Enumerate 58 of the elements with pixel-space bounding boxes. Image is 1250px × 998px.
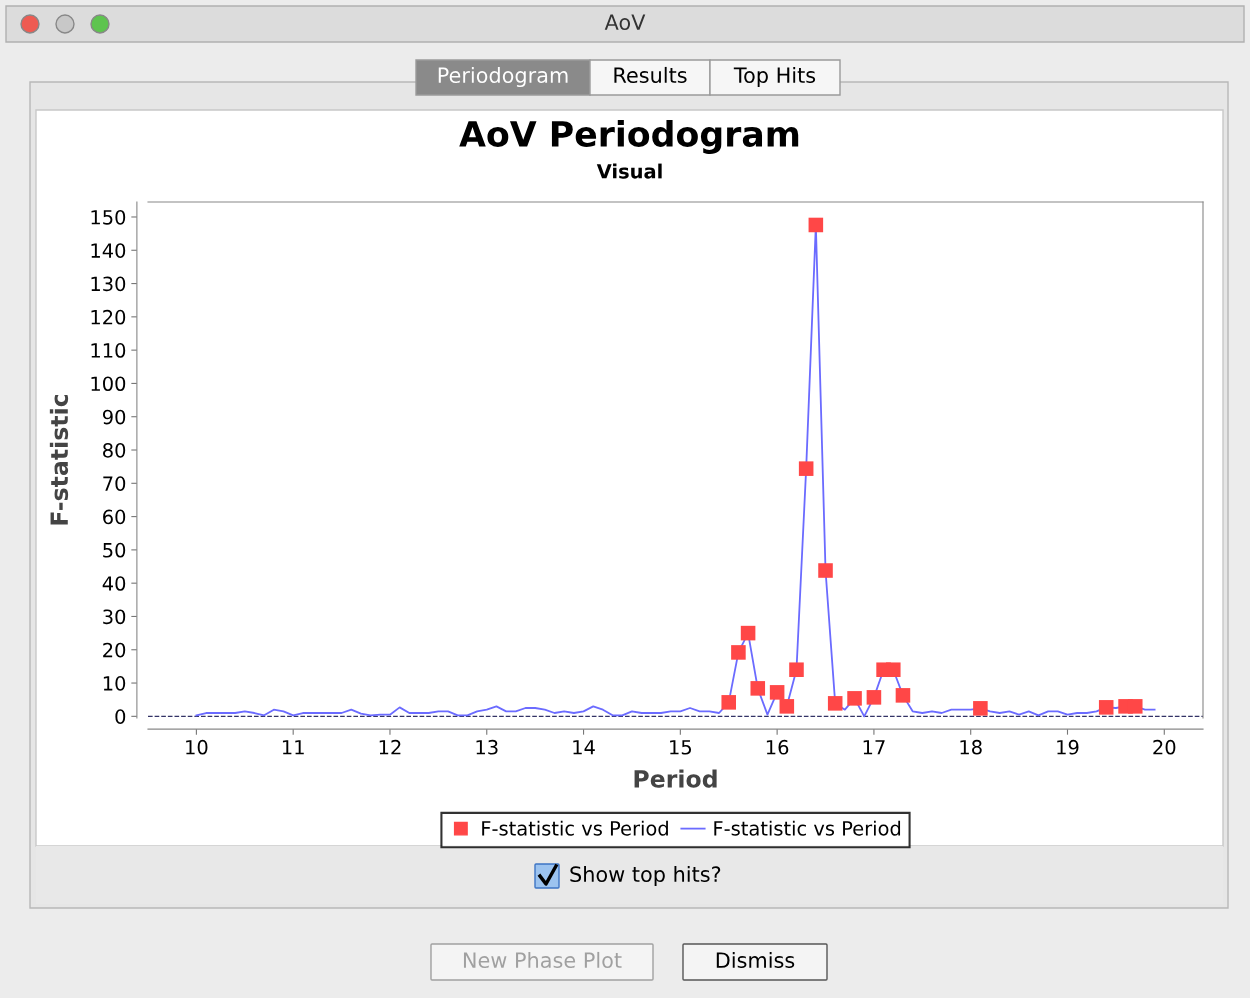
point [731,645,746,660]
point [769,685,785,700]
x-tick-label: 14 [573,740,595,755]
point [866,690,882,705]
text: AoV [604,14,646,31]
point [779,699,795,714]
x-tick-label: 18 [960,739,982,755]
point [750,681,766,696]
y-tick-label: 70 [103,476,126,491]
point [740,625,756,641]
y-tick-label: 20 [103,642,126,658]
point [1098,700,1114,715]
x-tick-label: 16 [766,739,789,755]
point [798,461,814,476]
x-tick-label: 20 [1153,739,1176,755]
point [721,695,737,710]
y-tick-label: 100 [91,376,126,392]
x-tick-label: 13 [476,739,498,755]
x-tick-label: 19 [1057,739,1079,755]
y-tick-label: 30 [103,609,126,625]
legend-label: F-statistic vs Period [482,820,668,836]
y-tick-label: 50 [103,542,126,558]
text: Top Hits [733,66,816,88]
x-tick-label: 10 [186,739,208,755]
x-tick-label: 17 [863,740,885,755]
point [885,662,901,678]
x-tick-label: 11 [282,740,304,755]
chart-subtitle: Visual [596,163,662,179]
text: Dismiss [716,951,795,969]
point [895,688,911,703]
x-tick-label: 12 [379,739,401,755]
point [789,662,804,678]
y-tick-label: 40 [102,576,126,591]
y-tick-label: 150 [91,209,126,225]
text: Periodogram [438,66,568,88]
legend-label: F-statistic vs Period [714,820,901,836]
y-tick-label: 80 [103,442,126,458]
y-tick-label: 0 [115,709,126,724]
point [808,217,824,233]
y-tick-label: 120 [91,309,126,325]
y-tick-label: 10 [103,676,126,691]
chart-title: AoV Periodogram [459,120,799,154]
x-axis-title: Period [634,769,717,788]
text: Show top hits? [570,865,721,887]
text: New Phase Plot [463,951,622,969]
point [973,701,988,716]
y-tick-label: 140 [91,243,126,258]
point [847,691,862,706]
text: Results [614,66,687,84]
point [818,563,833,578]
point [827,696,843,711]
point [1127,699,1143,714]
x-tick-label: 15 [670,740,692,755]
y-tick-label: 90 [102,409,126,425]
y-tick-label: 130 [91,276,126,292]
y-axis-title: F-statistic [49,394,69,525]
y-tick-label: 60 [103,509,126,525]
y-tick-label: 110 [91,343,126,358]
